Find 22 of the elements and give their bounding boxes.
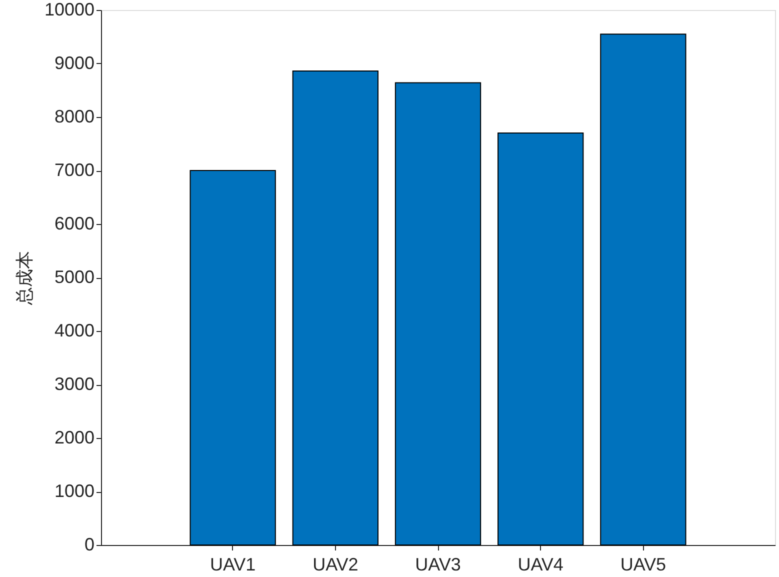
x-tick-label: UAV4 [518, 554, 564, 574]
x-tick-label: UAV3 [415, 554, 461, 574]
y-tick-label: 6000 [54, 214, 94, 234]
bar [600, 34, 686, 546]
x-tick-label: UAV2 [312, 554, 358, 574]
y-tick-label: 9000 [54, 53, 94, 73]
y-tick-label: 0 [84, 534, 94, 554]
y-tick-label: 8000 [54, 106, 94, 126]
x-tick-label: UAV1 [210, 554, 256, 574]
x-tick-label: UAV5 [620, 554, 666, 574]
y-tick-label: 4000 [54, 320, 94, 340]
y-tick-label: 5000 [54, 267, 94, 287]
y-tick-label: 1000 [54, 481, 94, 501]
y-tick-label: 3000 [54, 374, 94, 394]
bar [292, 70, 378, 546]
bar [498, 132, 584, 546]
bar [394, 82, 482, 546]
y-tick-label: 10000 [44, 0, 94, 20]
y-tick-label: 7000 [54, 160, 94, 180]
bar [190, 170, 276, 546]
y-tick-label: 2000 [54, 428, 94, 448]
y-axis-title: 总成本 [14, 251, 36, 306]
